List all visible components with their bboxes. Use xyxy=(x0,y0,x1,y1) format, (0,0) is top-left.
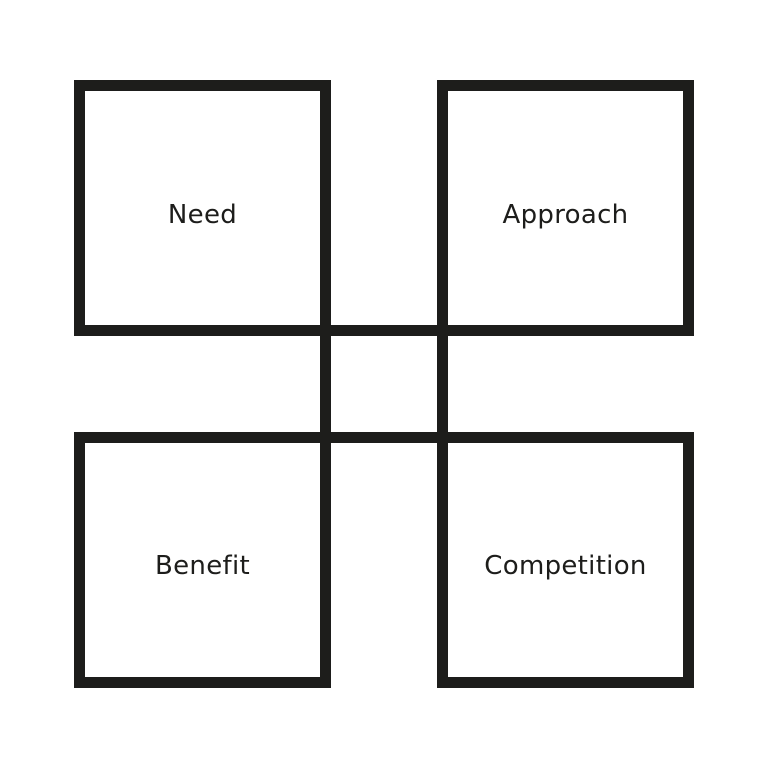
label-competition: Competition xyxy=(484,551,647,581)
box-approach: Approach xyxy=(437,80,694,336)
connector-left-vertical xyxy=(320,325,331,443)
label-benefit: Benefit xyxy=(155,551,250,581)
connector-right-vertical xyxy=(437,325,448,443)
box-need: Need xyxy=(74,80,331,336)
label-approach: Approach xyxy=(502,200,629,230)
box-benefit: Benefit xyxy=(74,432,331,688)
connector-bottom-horizontal xyxy=(320,432,448,443)
box-competition: Competition xyxy=(437,432,694,688)
label-need: Need xyxy=(167,200,238,230)
connector-top-horizontal xyxy=(320,325,448,336)
